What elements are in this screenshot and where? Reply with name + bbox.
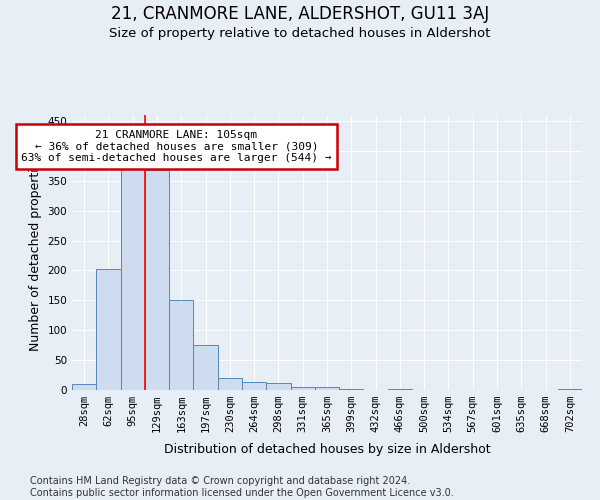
Bar (169, 300, 193, 390)
Bar (339, 389, 364, 390)
Bar (145, 170, 169, 390)
Bar (96, 269, 121, 390)
Bar (72, 384, 96, 390)
Text: Distribution of detached houses by size in Aldershot: Distribution of detached houses by size … (164, 442, 490, 456)
Bar (388, 389, 412, 390)
Bar (290, 387, 315, 390)
Bar (315, 387, 339, 390)
Bar (266, 384, 290, 390)
Bar (121, 168, 145, 390)
Text: 21 CRANMORE LANE: 105sqm
← 36% of detached houses are smaller (309)
63% of semi-: 21 CRANMORE LANE: 105sqm ← 36% of detach… (21, 130, 332, 163)
Text: 21, CRANMORE LANE, ALDERSHOT, GU11 3AJ: 21, CRANMORE LANE, ALDERSHOT, GU11 3AJ (111, 5, 489, 23)
Text: Contains HM Land Registry data © Crown copyright and database right 2024.
Contai: Contains HM Land Registry data © Crown c… (30, 476, 454, 498)
Bar (193, 345, 218, 390)
Bar (218, 378, 242, 390)
Y-axis label: Number of detached properties: Number of detached properties (29, 154, 42, 351)
Bar (558, 389, 582, 390)
Text: Size of property relative to detached houses in Aldershot: Size of property relative to detached ho… (109, 28, 491, 40)
Bar (242, 382, 266, 390)
